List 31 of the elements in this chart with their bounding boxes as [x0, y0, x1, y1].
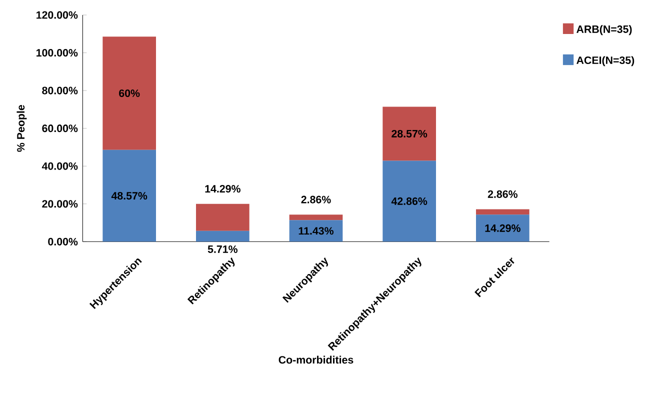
- y-axis-title: % People: [16, 105, 27, 152]
- bar: [382, 106, 436, 161]
- data-label: 2.86%: [488, 190, 518, 198]
- legend-label: ARB(N=35): [576, 25, 632, 36]
- bar: [102, 150, 156, 242]
- data-label: 2.86%: [301, 196, 331, 204]
- y-tick-label: 0.00%: [48, 238, 78, 246]
- data-label: 11.43%: [298, 227, 334, 235]
- bar: [382, 160, 436, 242]
- bar: [196, 204, 250, 231]
- y-tick-label: 60.00%: [42, 124, 78, 132]
- x-axis-title: Co-morbidities: [278, 356, 354, 364]
- data-label: 60%: [119, 89, 140, 98]
- data-label: 42.86%: [391, 197, 428, 205]
- data-label: 14.29%: [205, 185, 240, 193]
- bar: [289, 220, 343, 242]
- bar: [102, 36, 156, 150]
- y-tick-label: 80.00%: [42, 86, 78, 94]
- bar: [289, 214, 343, 220]
- bar: [476, 209, 530, 215]
- bar: [476, 214, 530, 242]
- data-label: 48.57%: [111, 192, 148, 200]
- data-label: 28.57%: [392, 130, 428, 138]
- y-tick-label: 40.00%: [42, 162, 78, 170]
- data-label: 5.71%: [208, 245, 238, 253]
- y-tick-label: 20.00%: [42, 200, 78, 208]
- bar: [196, 230, 250, 242]
- legend-label: ACEI(N=35): [576, 56, 634, 66]
- data-label: 14.29%: [485, 224, 520, 232]
- y-tick-label: 120.00%: [36, 11, 78, 19]
- y-tick-label: 100.00%: [36, 49, 78, 57]
